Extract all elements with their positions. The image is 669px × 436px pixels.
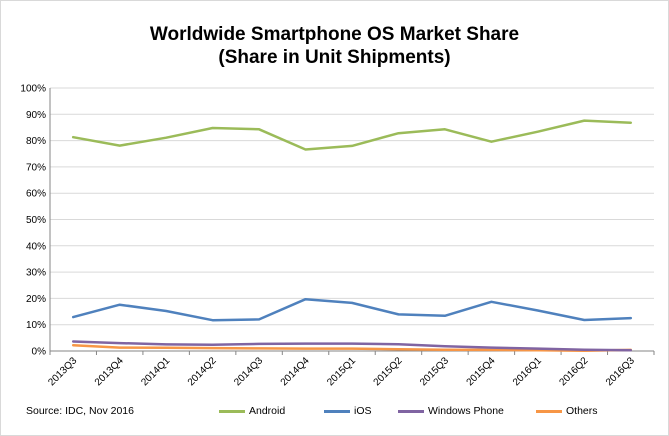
- y-tick-label: 80%: [26, 136, 46, 147]
- chart-title-line1: Worldwide Smartphone OS Market Share: [149, 24, 520, 45]
- x-tick-label: 2015Q3: [418, 355, 451, 388]
- series-line-ios: [71, 297, 633, 322]
- legend-item: Others: [536, 405, 598, 417]
- x-tick-label: 2015Q1: [325, 355, 358, 388]
- legend-swatch: [219, 409, 245, 413]
- y-tick-label: 20%: [26, 294, 46, 305]
- chart-title-line2: (Share in Unit Shipments): [218, 47, 451, 68]
- y-tick-label: 0%: [32, 347, 47, 358]
- legend-item: iOS: [324, 405, 372, 417]
- y-tick-label: 90%: [26, 110, 46, 121]
- source-note: Source: IDC, Nov 2016: [26, 405, 134, 417]
- x-tick-label: 2016Q1: [511, 355, 544, 388]
- y-tick-label: 60%: [26, 189, 46, 200]
- y-tick-label: 50%: [26, 215, 46, 226]
- legend-label: Android: [249, 405, 286, 417]
- legend-item: Android: [219, 405, 285, 417]
- plot-area: 0% 10% 20% 30% 40% 50% 60% 70% 80% 90% 100% 2013Q3 2…: [20, 84, 655, 388]
- x-tick-label: 2014Q4: [279, 355, 312, 388]
- legend: Android iOS Windows Phone Others: [1, 405, 668, 419]
- x-tick-label: 2015Q4: [465, 355, 498, 388]
- x-tick-label: 2016Q3: [604, 355, 637, 388]
- series-line-others: [71, 343, 633, 352]
- series-line-android: [71, 119, 633, 151]
- x-tick-label: 2014Q2: [186, 355, 219, 388]
- legend-label: Others: [566, 405, 598, 417]
- y-tick-label: 10%: [26, 320, 46, 331]
- y-tick-label: 30%: [26, 268, 46, 279]
- x-tick-label: 2015Q2: [372, 355, 405, 388]
- legend-label: iOS: [354, 405, 372, 417]
- x-tick-label: 2016Q2: [557, 355, 590, 388]
- chart-title: Worldwide Smartphone OS Market Share (Sh…: [1, 23, 668, 69]
- x-tick-label: 2014Q3: [232, 355, 265, 388]
- y-tick-label: 40%: [26, 241, 46, 252]
- x-tick-label: 2013Q3: [46, 355, 79, 388]
- y-tick-label: 70%: [26, 162, 46, 173]
- legend-swatch: [398, 409, 424, 413]
- legend-item: Windows Phone: [398, 405, 504, 417]
- x-tick-label: 2014Q1: [139, 355, 172, 388]
- x-tick-label: 2013Q4: [93, 355, 126, 388]
- legend-label: Windows Phone: [428, 405, 504, 417]
- y-tick-label: 100%: [20, 84, 46, 95]
- series-line-windows-phone: [71, 340, 633, 352]
- legend-swatch: [324, 409, 350, 413]
- legend-swatch: [536, 409, 562, 413]
